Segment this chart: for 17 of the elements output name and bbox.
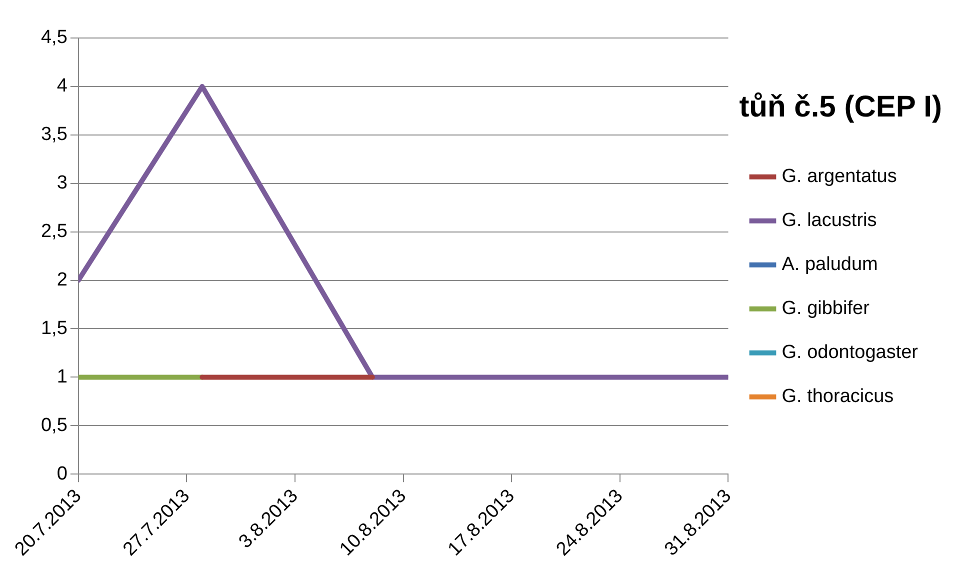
y-tick-label: 4,5 xyxy=(40,27,68,48)
legend-label: G. thoracicus xyxy=(782,386,894,408)
y-tick-label: 0,5 xyxy=(40,414,68,436)
y-tick-label: 3,5 xyxy=(40,124,68,146)
y-tick-label: 0 xyxy=(56,463,68,484)
legend-label: G. argentatus xyxy=(782,166,897,188)
y-tick-label: 2,5 xyxy=(40,221,68,242)
y-tick-label: 1,5 xyxy=(40,318,68,339)
y-tick-label: 4 xyxy=(56,76,68,97)
y-tick-label: 3 xyxy=(56,172,68,194)
legend-label: G. lacustris xyxy=(782,210,877,232)
text: tůň č.5 (CEP I) xyxy=(739,90,942,124)
legend-label: G. odontogaster xyxy=(782,342,919,364)
y-tick-label: 1 xyxy=(56,366,68,388)
y-tick-label: 2 xyxy=(56,270,68,291)
legend-label: A. paludum xyxy=(782,254,878,276)
legend-label: G. gibbifer xyxy=(782,298,870,320)
